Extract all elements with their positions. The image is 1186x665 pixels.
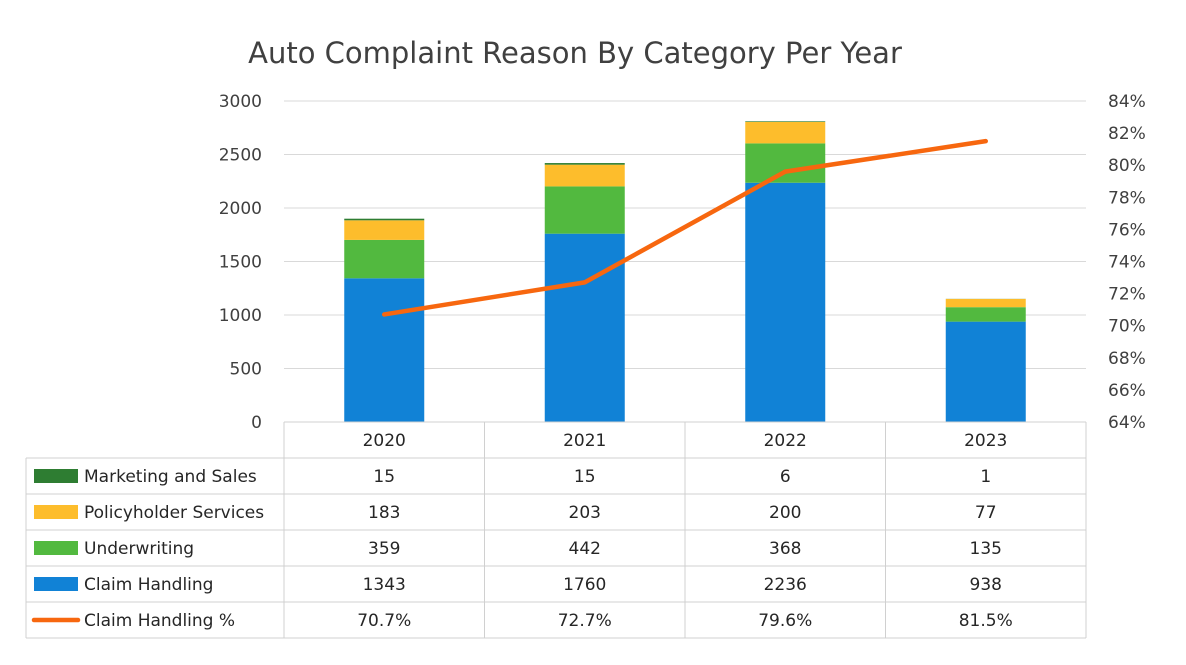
legend-key-swatch [34, 577, 78, 591]
legend-entry: Marketing and Sales [84, 467, 257, 487]
data-label: 1 [980, 467, 991, 487]
data-label: 442 [569, 539, 601, 559]
y2-tick-label: 74% [1108, 253, 1146, 273]
bar-segment [544, 186, 625, 234]
y-tick-label: 500 [230, 360, 262, 380]
data-label: 203 [569, 503, 601, 523]
data-label: 70.7% [357, 611, 411, 631]
x-tick-label: 2022 [764, 431, 807, 451]
bar-segment [344, 218, 425, 221]
bar-segment [544, 163, 625, 165]
data-label: 72.7% [558, 611, 612, 631]
data-label: 1343 [363, 575, 406, 595]
legend-key-swatch [34, 469, 78, 483]
y2-tick-label: 68% [1108, 349, 1146, 369]
data-label: 368 [769, 539, 801, 559]
bar-segment [945, 307, 1026, 322]
data-label: 183 [368, 503, 400, 523]
data-label: 200 [769, 503, 801, 523]
legend-key-swatch [34, 541, 78, 555]
y-tick-label: 1000 [219, 306, 262, 326]
bar-segment [344, 278, 425, 422]
y-tick-label: 0 [251, 413, 262, 433]
data-label: 79.6% [758, 611, 812, 631]
chart-title: Auto Complaint Reason By Category Per Ye… [248, 36, 902, 70]
data-label: 938 [970, 575, 1002, 595]
line-series-path [382, 138, 988, 317]
bar-segment [945, 321, 1026, 422]
y2-tick-label: 66% [1108, 381, 1146, 401]
data-label: 15 [373, 467, 395, 487]
y-tick-label: 2000 [219, 199, 262, 219]
bar-segment [344, 220, 425, 240]
data-label: 15 [574, 467, 596, 487]
x-tick-label: 2020 [363, 431, 406, 451]
legend-entry: Policyholder Services [84, 503, 264, 523]
data-label: 1760 [563, 575, 606, 595]
data-label: 135 [970, 539, 1002, 559]
data-table: 2020 2021 2022 2023 Marketing and Sales 15 15 6… [25, 421, 1087, 639]
bar-segment [745, 121, 826, 144]
y2-tick-label: 84% [1108, 92, 1146, 112]
y2-tick-label: 78% [1108, 188, 1146, 208]
x-tick-label: 2023 [964, 431, 1007, 451]
data-label: 81.5% [959, 611, 1013, 631]
line-series [382, 138, 988, 317]
y-tick-label: 2500 [219, 146, 262, 166]
y2-tick-label: 80% [1108, 156, 1146, 176]
y-tick-label: 1500 [219, 253, 262, 273]
y2-tick-label: 76% [1108, 220, 1146, 240]
bar-segment [544, 164, 625, 187]
y-tick-label: 3000 [219, 92, 262, 112]
bar-segment [745, 182, 826, 422]
y2-tick-label: 64% [1108, 413, 1146, 433]
bar-segment [544, 233, 625, 422]
axes: 0 500 1000 1500 2000 2500 3000 64% 66% 68% 70% 72% 7… [219, 92, 1146, 433]
legend-key-swatch [34, 505, 78, 519]
data-label: 6 [780, 467, 791, 487]
legend-entry: Claim Handling % [84, 611, 235, 631]
data-label: 359 [368, 539, 400, 559]
data-label: 77 [975, 503, 997, 523]
y2-tick-label: 70% [1108, 317, 1146, 337]
y2-tick-label: 82% [1108, 124, 1146, 144]
bar-segment [745, 143, 826, 183]
data-label: 2236 [764, 575, 807, 595]
bars [344, 121, 1026, 422]
bar-segment [945, 298, 1026, 308]
legend-entry: Underwriting [84, 539, 194, 559]
legend-entry: Claim Handling [84, 575, 213, 595]
x-tick-label: 2021 [563, 431, 606, 451]
bar-segment [344, 239, 425, 279]
y2-tick-label: 72% [1108, 285, 1146, 305]
bar-segment [745, 121, 826, 122]
